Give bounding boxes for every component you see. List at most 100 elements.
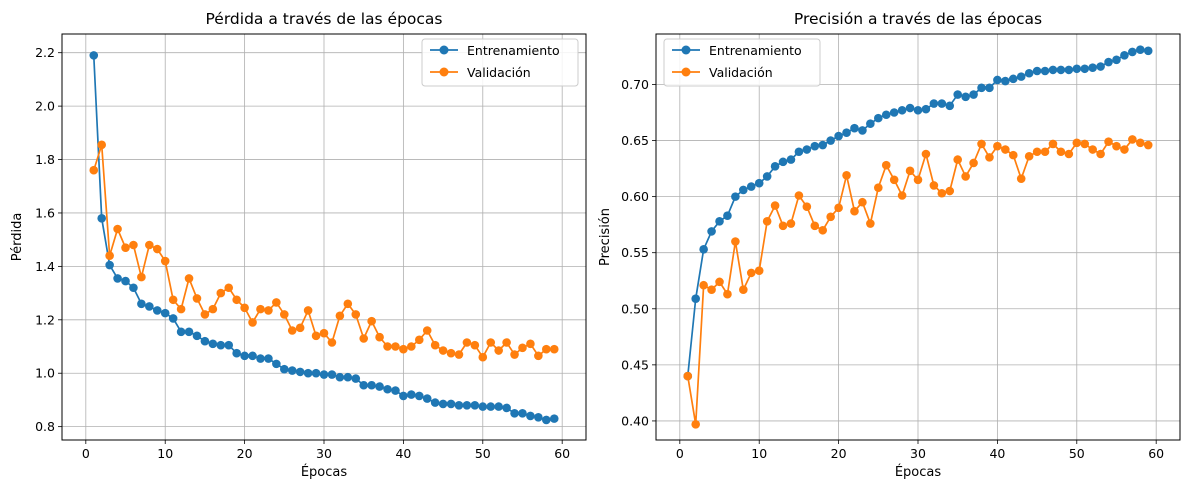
loss-point-validacin [343,299,353,309]
x-tick-label: 50 [475,446,491,461]
loss-point-entrenamiento [97,214,106,223]
accuracy-point-entrenamiento [754,178,764,188]
loss-point-validacin [168,295,178,305]
loss-point-validacin [248,318,257,327]
loss-point-entrenamiento [232,348,241,358]
accuracy-point-validacin [881,160,891,170]
loss-point-validacin [454,350,464,359]
accuracy-point-validacin [953,155,962,164]
loss-point-validacin [176,304,186,314]
accuracy-point-validacin [794,191,804,200]
accuracy-point-validacin [1064,149,1074,159]
accuracy-point-validacin [1001,145,1010,154]
accuracy-point-entrenamiento [1024,68,1034,78]
y-tick-label: 1.6 [35,205,55,220]
loss-point-entrenamiento [478,402,488,411]
loss-chart-frame [61,33,587,441]
loss-point-validacin [272,298,281,307]
loss-point-validacin [549,344,559,354]
loss-point-entrenamiento [422,394,432,403]
loss-point-validacin [502,338,511,347]
x-tick-label: 40 [989,446,1005,461]
loss-point-validacin [414,335,424,345]
legend-marker-entrenamiento [681,45,691,55]
accuracy-point-entrenamiento [1120,51,1129,60]
accuracy-point-entrenamiento [1064,65,1074,75]
accuracy-point-entrenamiento [905,103,915,113]
loss-chart-x-label: Épocas [301,464,348,480]
accuracy-point-entrenamiento [969,90,978,99]
loss-point-entrenamiento [295,367,305,377]
loss-point-entrenamiento [486,402,496,411]
loss-point-validacin [97,140,106,150]
y-tick-label: 2.0 [35,99,55,114]
loss-point-validacin [526,339,535,349]
accuracy-point-entrenamiento [913,105,923,115]
accuracy-point-entrenamiento [731,192,740,201]
loss-point-validacin [391,342,400,351]
accuracy-point-validacin [818,225,828,235]
loss-chart-y-ticks: 0.8 1.0 1.2 1.4 1.6 1.8 2.0 2.2 [35,45,62,434]
accuracy-point-validacin [762,217,772,226]
accuracy-chart-x-label: Épocas [895,464,942,480]
loss-point-validacin [486,338,496,347]
accuracy-point-validacin [1096,149,1105,159]
loss-point-entrenamiento [192,331,202,341]
accuracy-point-entrenamiento [802,145,812,154]
accuracy-point-validacin [810,221,820,231]
loss-point-entrenamiento [160,308,170,318]
loss-point-entrenamiento [430,398,440,407]
loss-point-validacin [407,342,416,351]
loss-point-validacin [264,306,273,315]
x-tick-label: 50 [1069,446,1085,461]
y-tick-label: 0.8 [35,419,55,434]
accuracy-chart-series [683,45,1153,429]
accuracy-point-validacin [937,188,947,198]
accuracy-point-entrenamiento [739,185,748,195]
accuracy-point-entrenamiento [953,90,962,99]
accuracy-point-validacin [874,183,883,192]
loss-chart-series [89,51,559,425]
y-tick-label: 1.4 [35,259,55,274]
x-tick-label: 60 [554,446,570,461]
accuracy-point-entrenamiento [1001,76,1010,86]
accuracy-point-entrenamiento [1104,57,1113,67]
loss-point-entrenamiento [470,400,480,410]
loss-point-validacin [430,340,440,350]
loss-point-entrenamiento [280,364,289,374]
loss-point-entrenamiento [264,354,273,363]
loss-point-entrenamiento [542,415,551,425]
accuracy-chart-legend: Entrenamiento Validación [663,38,821,87]
accuracy-point-validacin [834,203,843,213]
y-tick-label: 1.8 [35,152,55,167]
loss-point-entrenamiento [216,340,226,350]
loss-point-validacin [232,295,241,305]
accuracy-point-entrenamiento [1096,62,1105,71]
loss-point-validacin [422,326,432,335]
accuracy-point-validacin [1136,138,1145,148]
accuracy-point-validacin [826,212,835,222]
accuracy-point-entrenamiento [834,131,843,141]
loss-point-validacin [224,283,234,293]
loss-point-entrenamiento [248,351,257,361]
loss-point-validacin [208,304,218,314]
loss-chart-legend: Entrenamiento Validación [421,38,579,87]
accuracy-point-entrenamiento [723,211,732,220]
accuracy-point-validacin [802,202,812,212]
accuracy-point-validacin [1056,147,1066,157]
accuracy-chart-y-label: Precisión [598,208,613,266]
accuracy-chart-panel: Precisión a través de las épocas 0 10 20 30… [598,10,1181,480]
accuracy-point-entrenamiento [826,136,835,145]
loss-point-entrenamiento [367,380,376,390]
accuracy-point-entrenamiento [1088,63,1097,72]
accuracy-point-entrenamiento [1056,65,1066,75]
loss-point-entrenamiento [502,403,511,413]
loss-point-entrenamiento [526,411,535,421]
accuracy-point-entrenamiento [746,182,756,191]
loss-point-entrenamiento [335,372,345,382]
loss-point-entrenamiento [208,339,218,349]
legend-label-validacion: Validación [467,65,531,80]
loss-point-entrenamiento [121,276,130,286]
loss-point-entrenamiento [137,299,146,309]
